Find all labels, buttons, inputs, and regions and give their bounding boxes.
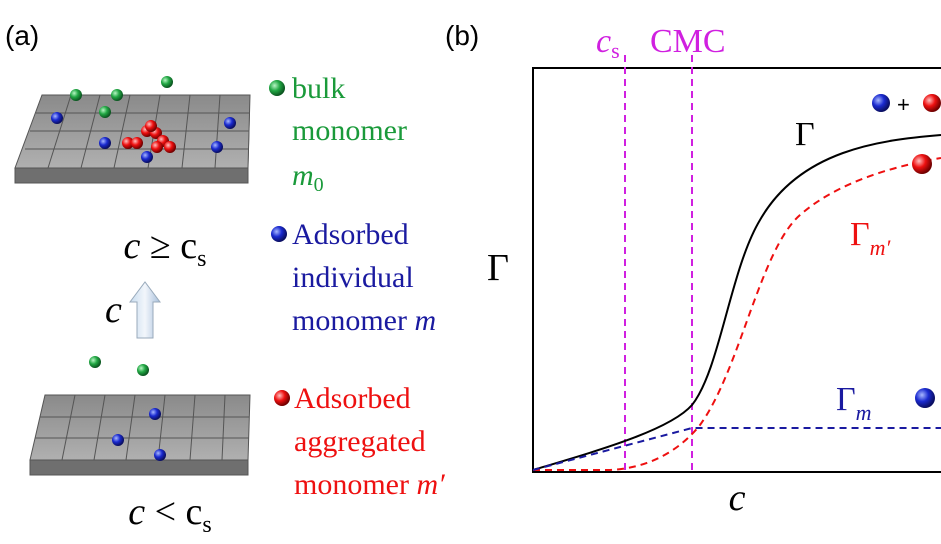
molecules	[51, 76, 236, 163]
legend-text: Adsorbed	[292, 218, 409, 251]
legend-text: monomer m	[292, 304, 436, 337]
legend-text: bulk	[292, 72, 345, 105]
curve-individual	[532, 427, 941, 471]
panel-label: (b)	[445, 20, 479, 51]
symbol: Γ	[836, 381, 856, 418]
plus: +	[897, 92, 910, 117]
operator: ≥	[150, 225, 171, 267]
plot-frame	[532, 67, 941, 473]
legend-text: monomer m′	[294, 468, 445, 501]
symbol: m′	[416, 468, 445, 501]
cs-label: cs	[596, 23, 620, 63]
subscript: m	[856, 400, 872, 425]
symbol: m	[414, 304, 436, 337]
cmc-label: CMC	[650, 23, 726, 60]
operator: <	[155, 491, 176, 533]
curve-total	[532, 134, 941, 471]
panel-label: (a)	[5, 20, 39, 51]
word: monomer	[292, 304, 407, 337]
subscript: m′	[870, 235, 892, 260]
symbol: c	[180, 225, 197, 267]
symbol: c	[596, 23, 611, 60]
curve-label: Γm′	[850, 216, 892, 260]
curve-label: Γm	[836, 381, 872, 425]
legend: bulk monomer m0 Adsorbed individual mono…	[269, 72, 445, 501]
legend-text: monomer	[292, 114, 407, 147]
symbol: c	[124, 225, 141, 267]
y-axis-label: Γ	[487, 247, 509, 289]
curve-label: Γ	[795, 116, 815, 153]
symbol: Γ	[850, 216, 870, 253]
condition: c ≥ cs	[124, 225, 207, 272]
subscript: s	[611, 38, 620, 63]
arrow-label: c	[105, 289, 122, 331]
legend-text: individual	[292, 261, 414, 294]
marker	[912, 154, 932, 174]
surface-plate	[29, 394, 251, 476]
symbol: m	[292, 159, 314, 192]
marker	[923, 94, 941, 112]
arrow	[129, 281, 161, 339]
subscript: s	[197, 246, 206, 272]
symbol: c	[128, 491, 145, 533]
curve-aggregated	[533, 157, 941, 471]
molecules	[89, 356, 166, 461]
condition: c < cs	[128, 491, 212, 538]
legend-text: m0	[292, 159, 324, 196]
word: monomer	[294, 468, 409, 501]
subscript: s	[202, 512, 211, 538]
subscript: 0	[314, 174, 324, 196]
surface-plate	[14, 94, 251, 184]
marker	[872, 94, 890, 112]
symbol: c	[186, 491, 203, 533]
x-axis-label: c	[729, 477, 746, 519]
legend-text: aggregated	[294, 425, 426, 458]
marker	[915, 388, 935, 408]
legend-text: Adsorbed	[294, 382, 411, 415]
